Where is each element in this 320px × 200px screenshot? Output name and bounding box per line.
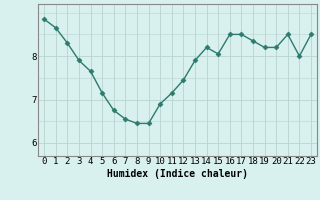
X-axis label: Humidex (Indice chaleur): Humidex (Indice chaleur) [107, 169, 248, 179]
